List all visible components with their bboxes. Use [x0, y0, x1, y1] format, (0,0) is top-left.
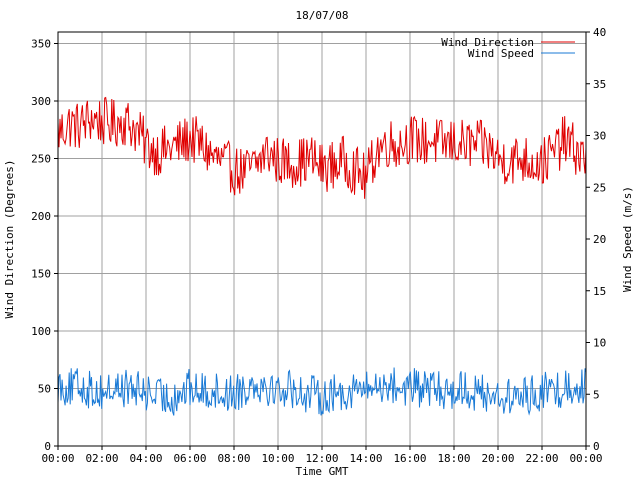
grid [58, 32, 586, 446]
series-line-wind-speed [57, 367, 587, 416]
y-right-tick-label: 25 [593, 181, 606, 194]
x-tick-label: 18:00 [437, 452, 470, 465]
y-right-tick-label: 30 [593, 130, 606, 143]
x-tick-label: 12:00 [305, 452, 338, 465]
y-left-tick-label: 100 [31, 325, 51, 338]
x-tick-label: 20:00 [481, 452, 514, 465]
y-left-axis-label: Wind Direction (Degrees) [3, 160, 16, 319]
y-left-tick-label: 0 [44, 440, 51, 453]
legend-label-wind-speed: Wind Speed [468, 47, 534, 60]
y-right-tick-label: 40 [593, 26, 606, 39]
x-tick-label: 10:00 [261, 452, 294, 465]
y-right-tick-label: 35 [593, 78, 606, 91]
y-left-tick-label: 150 [31, 268, 51, 281]
legend: Wind Direction Wind Speed [441, 36, 575, 60]
x-tick-label: 06:00 [173, 452, 206, 465]
y-right-tick-label: 10 [593, 337, 606, 350]
axes: 00:00 02:00 04:00 06:00 08:00 10:00 12:00 14:00… [31, 26, 606, 465]
y-left-tick-label: 50 [38, 383, 51, 396]
x-tick-label: 00:00 [569, 452, 602, 465]
x-tick-label: 16:00 [393, 452, 426, 465]
x-tick-label: 14:00 [349, 452, 382, 465]
y-right-tick-label: 15 [593, 285, 606, 298]
y-left-tick-label: 350 [31, 38, 51, 51]
x-axis-label: Time GMT [296, 465, 349, 478]
chart-title: 18/07/08 [296, 9, 349, 22]
x-tick-label: 22:00 [525, 452, 558, 465]
x-tick-label: 00:00 [41, 452, 74, 465]
y-right-tick-label: 5 [593, 388, 600, 401]
x-tick-label: 08:00 [217, 452, 250, 465]
series-line-wind-direction [57, 96, 587, 199]
y-right-tick-label: 0 [593, 440, 600, 453]
series-layer [57, 96, 587, 416]
y-left-tick-label: 300 [31, 95, 51, 108]
y-right-tick-label: 20 [593, 233, 606, 246]
y-left-tick-label: 250 [31, 153, 51, 166]
x-tick-label: 02:00 [85, 452, 118, 465]
legend-label-wind-direction: Wind Direction [441, 36, 534, 49]
y-left-tick-label: 200 [31, 210, 51, 223]
x-tick-label: 04:00 [129, 452, 162, 465]
y-right-axis-label: Wind Speed (m/s) [621, 186, 634, 292]
